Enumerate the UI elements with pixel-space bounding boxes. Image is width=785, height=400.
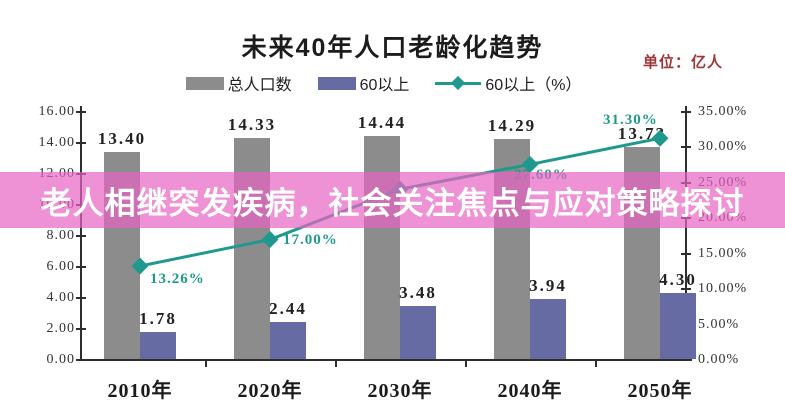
- x-tick-label: 2030年: [367, 380, 433, 400]
- x-tick: [205, 360, 207, 367]
- y-tick-label-left: 2.00: [46, 321, 75, 336]
- bar-value-label: 14.44: [357, 113, 407, 133]
- y-tick-label-left: 16.00: [38, 104, 75, 119]
- bar-value-label: 1.78: [139, 309, 177, 329]
- bar-over-60-2020年: [270, 322, 306, 359]
- legend-swatch-over-60-pct-icon: [435, 75, 482, 90]
- y-tick-label-right: 5.00%: [698, 316, 740, 332]
- y-tick-left: [76, 235, 86, 237]
- y-tick-label-left: 6.00: [46, 259, 75, 274]
- y-tick-right: [681, 111, 691, 113]
- y-axis-right: [685, 106, 687, 361]
- x-tick: [465, 360, 467, 367]
- bar-value-label: 14.33: [227, 114, 277, 134]
- y-tick-left: [76, 111, 86, 113]
- y-tick-label-left: 0.00: [46, 352, 75, 367]
- y-tick-label-right: 35.00%: [698, 104, 748, 119]
- bar-over-60-2040年: [530, 298, 566, 359]
- x-tick-label: 2010年: [107, 380, 173, 400]
- legend-item-over-60: 60以上: [317, 71, 410, 95]
- x-tick-label: 2040年: [497, 380, 563, 400]
- bar-value-label: 14.29: [487, 115, 537, 135]
- x-tick: [335, 360, 337, 367]
- y-tick-left: [76, 266, 86, 268]
- y-tick-label-left: 8.00: [46, 228, 75, 243]
- x-tick-label: 2020年: [237, 380, 303, 400]
- y-axis-left: [80, 106, 82, 361]
- bar-total-population-2030年: [364, 136, 400, 359]
- y-tick-label-left: 4.00: [46, 290, 75, 305]
- bar-over-60-2050年: [660, 293, 696, 359]
- x-tick: [595, 360, 597, 367]
- legend: 总人口数 60以上 60以上（%）: [81, 72, 686, 94]
- y-tick-left: [76, 297, 86, 299]
- bar-over-60-2030年: [400, 306, 436, 359]
- y-tick-left: [76, 142, 86, 144]
- y-tick-right: [681, 359, 691, 361]
- y-tick-label-right: 30.00%: [698, 139, 748, 155]
- legend-label-total-population: 总人口数: [227, 77, 292, 94]
- legend-swatch-over-60-icon: [317, 76, 356, 90]
- legend-label-over-60: 60以上: [359, 77, 410, 94]
- bar-value-label: 3.94: [529, 275, 567, 295]
- chart-title: 未来40年人口老龄化趋势: [241, 34, 544, 62]
- legend-item-over-60-pct: 60以上（%）: [435, 71, 581, 95]
- y-tick-label-left: 14.00: [38, 135, 75, 150]
- legend-swatch-total-population-icon: [185, 76, 224, 90]
- bar-value-label: 3.48: [399, 283, 437, 303]
- y-tick-label-right: 15.00%: [698, 245, 748, 261]
- bar-over-60-2010年: [140, 332, 176, 359]
- bar-value-label: 4.30: [659, 270, 697, 290]
- y-tick-left: [76, 328, 86, 330]
- y-tick-left: [76, 359, 86, 361]
- y-tick-right: [681, 252, 691, 255]
- pct-value-label: 17.00%: [283, 231, 338, 248]
- banner-text: 老人相继突发疾病，社会关注焦点与应对策略探讨: [40, 185, 745, 221]
- banner-overlay: 老人相继突发疾病，社会关注焦点与应对策略探讨: [0, 172, 785, 228]
- y-tick-label-right: 10.00%: [698, 281, 748, 297]
- legend-label-over-60-pct: 60以上（%）: [485, 77, 582, 94]
- x-axis: [80, 359, 692, 361]
- legend-item-total-population: 总人口数: [185, 71, 292, 95]
- bar-value-label: 13.40: [97, 129, 147, 149]
- unit-label: 单位：亿人: [643, 54, 724, 71]
- pct-value-label: 31.30%: [603, 112, 658, 129]
- y-tick-label-right: 0.00%: [698, 352, 740, 367]
- y-tick-right: [681, 288, 691, 291]
- y-tick-right: [681, 146, 691, 149]
- pct-value-label: 13.26%: [150, 271, 205, 288]
- bar-value-label: 2.44: [269, 299, 307, 319]
- x-tick-label: 2050年: [627, 380, 693, 400]
